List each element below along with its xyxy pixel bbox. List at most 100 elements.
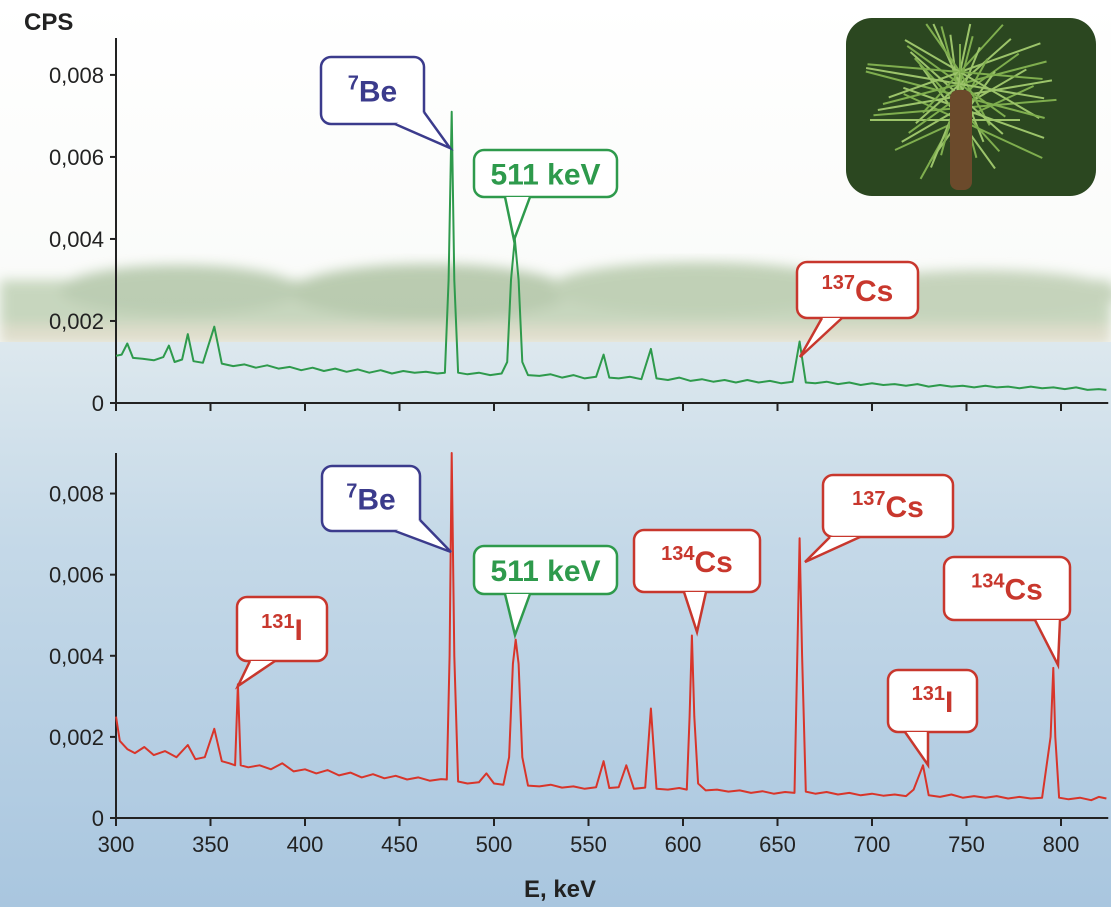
- callout: 7Be: [319, 55, 454, 151]
- pine-needle: [867, 63, 961, 73]
- callout-box: [821, 473, 955, 539]
- callout-box: [472, 544, 619, 596]
- callout: 131I: [886, 668, 979, 769]
- pine-needle: [865, 67, 961, 85]
- callout-box: [942, 555, 1072, 622]
- callout-pointer: [234, 659, 276, 690]
- callout-text: 7Be: [346, 481, 395, 517]
- callout: 134Cs: [942, 555, 1072, 670]
- callout-label: 511 keV: [490, 159, 600, 192]
- callout: 131I: [234, 595, 329, 690]
- spectrum-line: [115, 452, 1107, 802]
- pine-needle: [888, 71, 961, 99]
- y-tick-label: 0,004: [49, 644, 104, 669]
- callout-label: Be: [357, 484, 395, 517]
- callout: 137Cs: [804, 473, 955, 564]
- pine-needle: [922, 71, 961, 114]
- callout-label: I: [945, 686, 953, 719]
- y-tick-label: 0,008: [49, 482, 104, 507]
- callout-text: 131I: [912, 683, 954, 719]
- x-tick-label: 400: [287, 832, 324, 857]
- x-axis-label: E, keV: [524, 876, 596, 903]
- callout-text: 131I: [261, 611, 303, 647]
- pine-needle: [959, 95, 1045, 119]
- callout: 134Cs: [632, 528, 762, 637]
- pine-needle: [959, 24, 1004, 73]
- y-tick-label: 0,002: [49, 725, 104, 750]
- pine-needle: [904, 39, 961, 73]
- pine-needle: [959, 107, 1045, 139]
- callout-label: Be: [359, 76, 397, 109]
- y-tick-label: 0,006: [49, 145, 104, 170]
- pine-needle: [873, 107, 961, 117]
- callout-box: [320, 464, 422, 533]
- x-tick-label: 800: [1043, 832, 1080, 857]
- callout-label: 511 keV: [490, 555, 600, 588]
- x-tick-label: 300: [98, 832, 135, 857]
- callout-label: Cs: [695, 546, 733, 579]
- callout-pointer: [394, 111, 454, 151]
- callout-pointer: [903, 731, 930, 769]
- pine-needle: [959, 46, 981, 97]
- callout-box: [235, 595, 329, 663]
- callout-superscript: 7: [348, 73, 359, 95]
- pine-needle: [959, 119, 1043, 159]
- x-tick-label: 500: [476, 832, 513, 857]
- callout-label: Cs: [1005, 574, 1043, 607]
- x-tick-label: 550: [570, 832, 607, 857]
- pine-needle: [959, 83, 1045, 100]
- pine-cone: [950, 90, 972, 190]
- pine-needle: [959, 42, 1041, 73]
- callout-box: [886, 668, 979, 734]
- callout: 7Be: [320, 464, 452, 554]
- callout-pointer: [503, 593, 532, 640]
- x-tick-label: 600: [665, 832, 702, 857]
- y-tick-label: 0,006: [49, 563, 104, 588]
- pine-needle: [877, 95, 961, 111]
- x-tick-label: 750: [948, 832, 985, 857]
- callout-superscript: 137: [822, 272, 855, 294]
- callout-pointer: [503, 196, 532, 245]
- callout-label: Cs: [855, 275, 893, 308]
- background-trees: [0, 262, 1111, 345]
- callout-superscript: 134: [661, 543, 695, 565]
- callout-label: Cs: [886, 491, 924, 524]
- callout-pointer: [798, 317, 843, 358]
- callout-pointer: [1033, 619, 1062, 670]
- y-tick-label: 0,008: [49, 63, 104, 88]
- pine-needle: [865, 70, 961, 97]
- pine-needle: [959, 79, 1053, 97]
- callout-text: 511 keV: [490, 159, 600, 192]
- y-tick-label: 0,004: [49, 227, 104, 252]
- callout-superscript: 134: [971, 571, 1005, 593]
- callout-box: [319, 55, 426, 126]
- background-water: [0, 342, 1111, 907]
- callout-text: 137Cs: [852, 488, 924, 524]
- y-tick-label: 0,002: [49, 309, 104, 334]
- y-tick-label: 0: [92, 391, 104, 416]
- callout-pointer: [804, 535, 861, 564]
- callout-superscript: 131: [912, 683, 945, 705]
- pine-needle: [909, 51, 961, 97]
- callout-superscript: 7: [346, 481, 357, 503]
- callout-text: 134Cs: [661, 543, 733, 579]
- callout-text: 137Cs: [822, 272, 894, 308]
- callout: 511 keV: [472, 148, 619, 245]
- pine-needle: [906, 45, 961, 85]
- callout-superscript: 137: [852, 488, 885, 510]
- callout-superscript: 131: [261, 611, 294, 633]
- pine-needle: [959, 83, 1006, 118]
- pine-needle: [959, 98, 1057, 109]
- x-tick-label: 350: [192, 832, 229, 857]
- spectrum-line: [115, 110, 1107, 391]
- callout-pointer: [394, 519, 452, 554]
- callout-text: 511 keV: [490, 555, 600, 588]
- callout: 137Cs: [795, 260, 920, 358]
- x-tick-label: 650: [759, 832, 796, 857]
- y-tick-label: 0: [92, 806, 104, 831]
- callout-text: 134Cs: [971, 571, 1043, 607]
- callout-box: [472, 148, 619, 199]
- pine-needle: [915, 83, 961, 124]
- callout-pointer: [682, 591, 708, 637]
